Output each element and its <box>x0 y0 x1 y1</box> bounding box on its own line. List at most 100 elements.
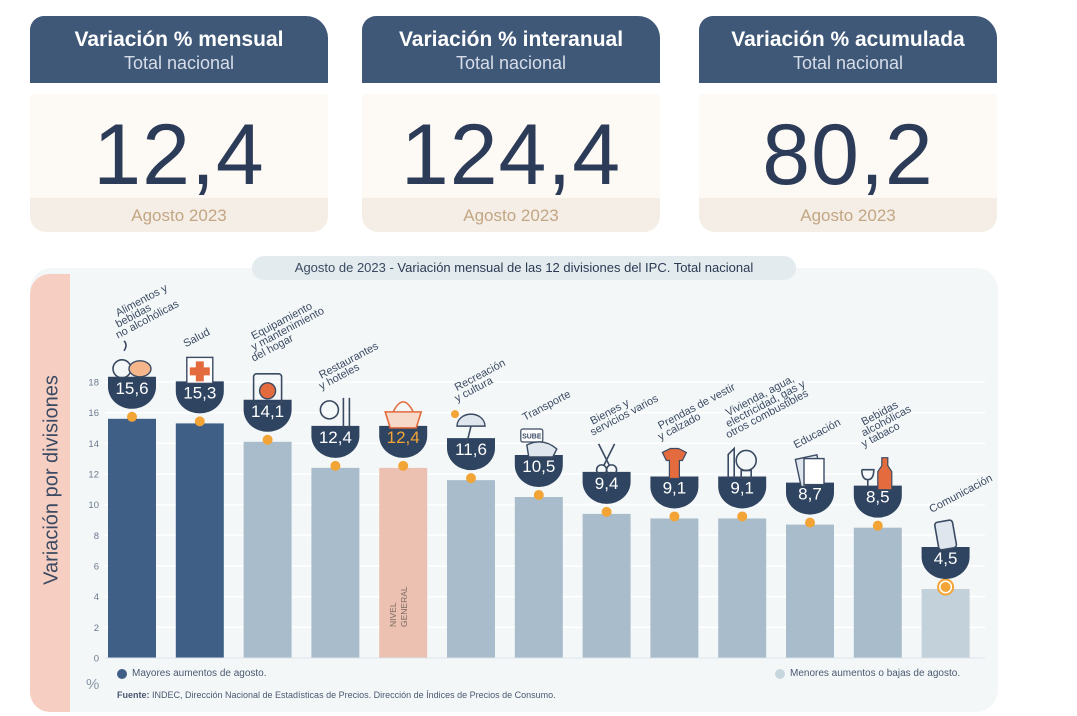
kpi-body: 124,4 Agosto 2023 <box>362 94 660 232</box>
bar <box>514 497 563 658</box>
kpi-header: Variación % acumulada Total nacional <box>699 16 997 83</box>
lightbulb-icon <box>727 446 758 480</box>
bar <box>921 589 970 658</box>
value-badge <box>379 425 428 458</box>
y-tick-label: 16 <box>88 408 99 419</box>
icon-part <box>252 372 283 405</box>
category-label: Salud <box>182 326 212 350</box>
icon-part <box>319 400 340 420</box>
bar <box>718 518 767 658</box>
value-badge <box>447 438 495 471</box>
icon-text: SUBE <box>522 434 542 441</box>
books-icon <box>794 453 825 488</box>
chart-title: Agosto de 2023 - Variación mensual de la… <box>252 256 796 280</box>
category-label: Comunicación <box>927 472 994 515</box>
value-badge <box>243 399 292 432</box>
value-label: 9,1 <box>730 478 754 497</box>
kpi-subtitle: Total nacional <box>792 53 904 73</box>
kpi-period: Agosto 2023 <box>463 206 559 225</box>
icon-part <box>466 425 472 443</box>
value-marker <box>533 490 544 500</box>
value-label: 15,6 <box>115 379 148 398</box>
value-badge <box>514 455 563 487</box>
food-icon <box>112 340 152 379</box>
legend-item-low: Menores aumentos o bajas de agosto. <box>775 668 960 679</box>
value-marker <box>262 434 273 445</box>
chart-title-lead: Agosto de 2023 - <box>294 260 398 275</box>
icon-part <box>803 457 825 486</box>
value-badge <box>718 476 767 509</box>
kpi-period: Agosto 2023 <box>800 206 896 225</box>
source-note: Fuente: INDEC, Dirección Nacional de Est… <box>117 690 556 700</box>
value-label: 8,7 <box>798 485 822 504</box>
value-label: 14,1 <box>251 402 284 421</box>
chart-title-main: Variación mensual de las 12 divisiones d… <box>397 260 754 275</box>
kpi-header: Variación % interanual Total nacional <box>362 16 660 83</box>
shopping-basket-icon <box>384 401 423 429</box>
value-label: 12,4 <box>319 428 352 447</box>
kpi-value: 124,4 <box>400 107 622 203</box>
bar <box>311 467 360 658</box>
icon-part <box>456 413 486 427</box>
beach-umbrella-icon <box>451 410 486 443</box>
value-label: 10,5 <box>522 457 555 476</box>
value-marker <box>669 511 680 522</box>
bar-group: 8,7 Educación <box>786 417 843 658</box>
transport-card-icon: SUBE <box>520 428 558 458</box>
wine-bottle-icon <box>861 457 893 491</box>
bar <box>379 467 428 658</box>
bar <box>853 527 902 658</box>
category-label: Educación <box>792 417 843 452</box>
icon-part <box>123 340 127 352</box>
value-marker <box>805 517 815 528</box>
kpi-card-monthly: Variación % mensual Total nacional 12,4 … <box>30 16 328 232</box>
icon-part <box>597 443 616 467</box>
category-label: Transporte <box>521 388 573 423</box>
value-label: 9,4 <box>595 474 619 493</box>
kpi-footer <box>362 198 660 232</box>
value-badge <box>786 482 834 515</box>
icon-part <box>605 464 618 476</box>
bar <box>786 524 834 658</box>
value-marker <box>737 511 748 522</box>
value-badge <box>921 547 970 579</box>
legend-item-high: Mayores aumentos de agosto. <box>117 668 267 679</box>
value-label: 9,1 <box>663 478 687 497</box>
bar-group: 4,5 Comunicación <box>921 472 995 658</box>
clothing-icon <box>661 447 688 480</box>
bar-inline-label: NIVEL <box>388 602 398 627</box>
y-tick-label: 2 <box>94 623 99 634</box>
value-badge <box>853 485 902 518</box>
cutlery-icon <box>319 397 351 428</box>
value-label: 8,5 <box>866 488 890 507</box>
value-badge <box>582 471 631 504</box>
y-tick-label: 0 <box>94 654 99 665</box>
y-tick-label: 6 <box>94 562 99 573</box>
source-text: INDEC, Dirección Nacional de Estadística… <box>149 690 556 700</box>
icon-part <box>189 361 210 382</box>
y-tick-label: 18 <box>88 378 99 389</box>
value-marker <box>127 411 137 422</box>
icon-part <box>520 428 544 443</box>
kpi-period: Agosto 2023 <box>131 206 227 225</box>
kpi-footer <box>699 198 997 232</box>
kpi-title: Variación % mensual <box>74 28 284 51</box>
value-marker <box>330 460 341 471</box>
kpi-title: Variación % acumulada <box>731 28 965 51</box>
y-tick-label: 8 <box>94 531 99 542</box>
value-marker <box>872 520 883 531</box>
legend-swatch-low <box>775 668 785 679</box>
icon-part <box>526 441 558 458</box>
value-label: 12,4 <box>387 428 420 447</box>
icon-part <box>661 447 688 480</box>
value-marker <box>398 460 409 471</box>
kpi-footer <box>30 198 328 232</box>
kpi-subtitle: Total nacional <box>455 53 567 73</box>
chart-side-band <box>30 274 70 712</box>
scissors-comb-icon <box>595 443 618 476</box>
value-label: 11,6 <box>455 440 487 459</box>
value-marker <box>601 506 612 517</box>
